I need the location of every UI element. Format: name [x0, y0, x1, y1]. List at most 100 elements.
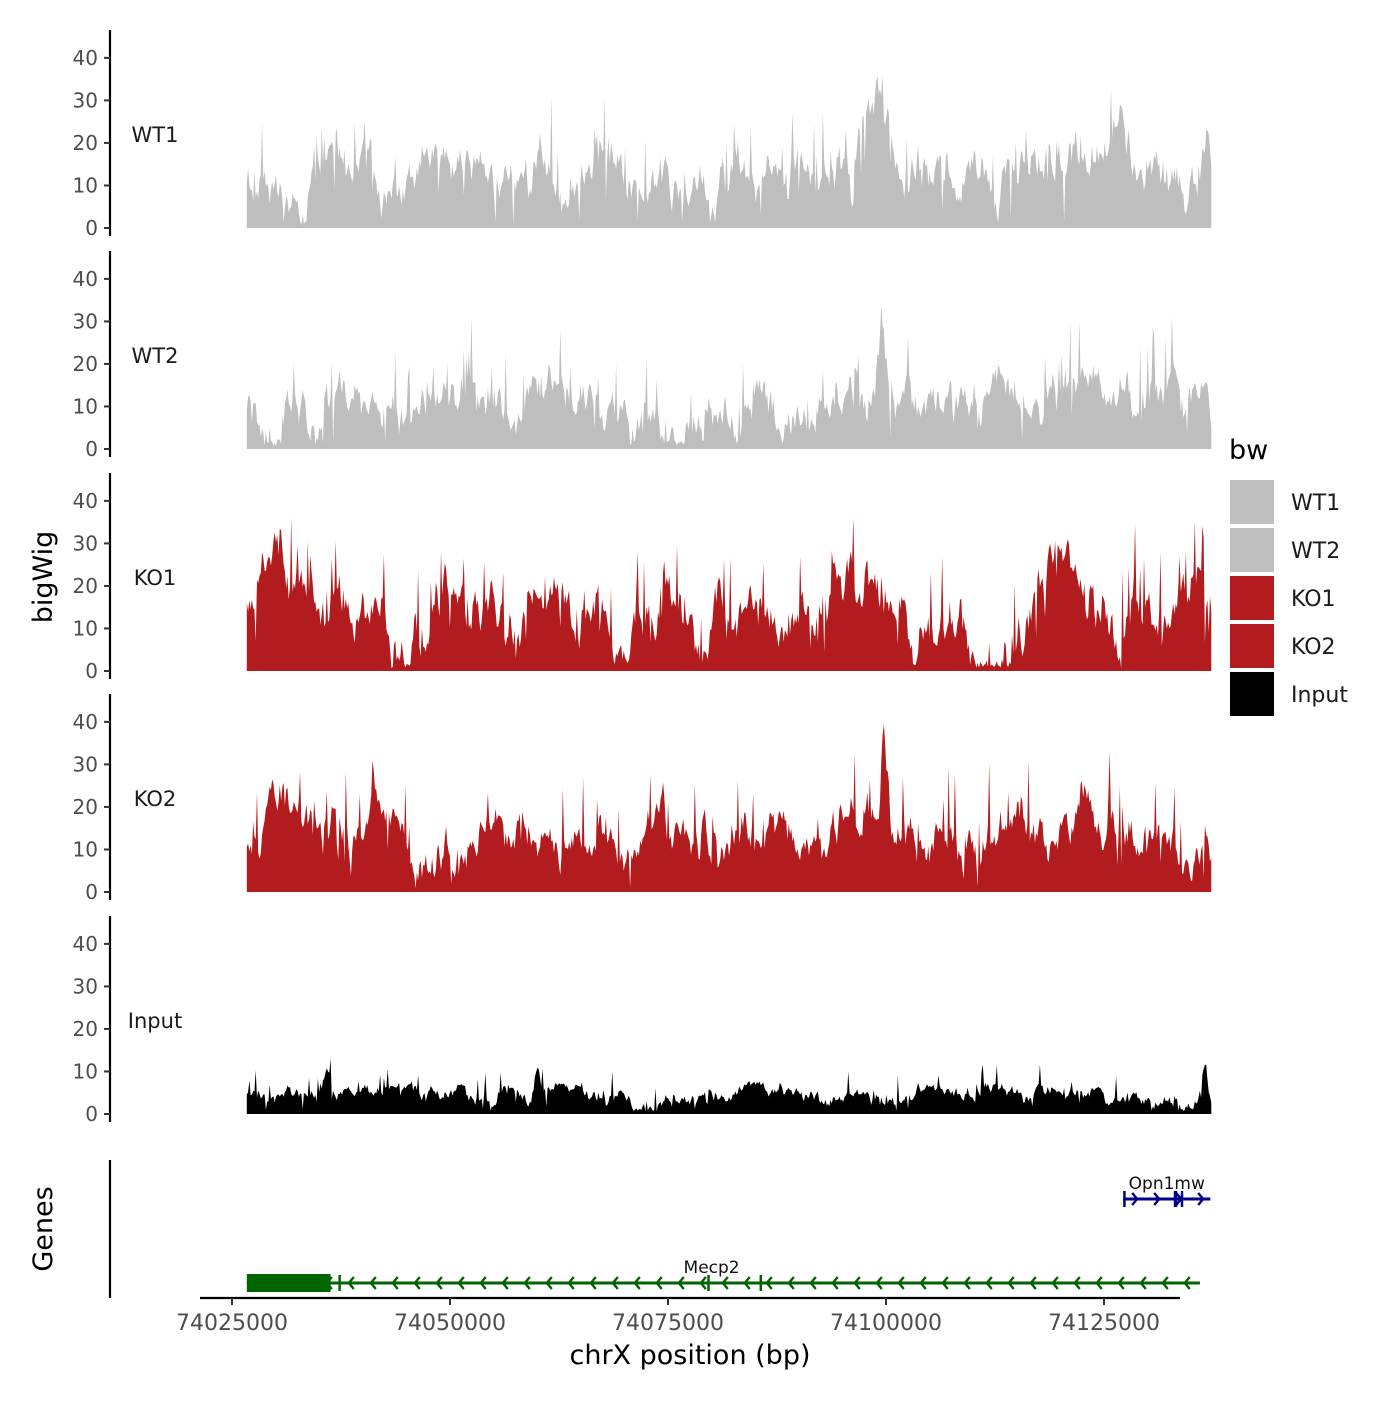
- strand-arrow: [1131, 1192, 1139, 1206]
- strand-arrow: [1007, 1276, 1015, 1290]
- strand-arrow: [545, 1276, 553, 1290]
- coverage-area-ko1: [246, 517, 1212, 671]
- strand-arrow: [369, 1276, 377, 1290]
- strand-arrow: [589, 1276, 597, 1290]
- track-label: KO2: [134, 787, 177, 811]
- strand-arrow: [391, 1276, 399, 1290]
- track-label: WT1: [132, 123, 179, 147]
- coverage-area-wt1: [246, 74, 1212, 228]
- gene-exon: [1180, 1191, 1184, 1207]
- strand-arrow: [1117, 1276, 1125, 1290]
- y-tick-label: 40: [73, 489, 98, 513]
- strand-arrow: [699, 1276, 707, 1290]
- y-tick-label: 0: [85, 1102, 98, 1126]
- y-tick-label: 30: [73, 974, 98, 998]
- strand-arrow: [1095, 1276, 1103, 1290]
- gene-exon: [338, 1275, 341, 1291]
- y-tick-label: 40: [73, 267, 98, 291]
- strand-arrow: [413, 1276, 421, 1290]
- y-tick-label: 10: [73, 837, 98, 861]
- legend-label: WT1: [1291, 491, 1340, 516]
- legend-swatch: [1230, 480, 1274, 524]
- track-panel-ko2: 0 10 20 30 40 KO2: [73, 694, 1212, 904]
- strand-arrow: [853, 1276, 861, 1290]
- strand-arrow: [897, 1276, 905, 1290]
- legend-swatch: [1230, 672, 1274, 716]
- x-axis-title: chrX position (bp): [569, 1340, 810, 1371]
- legend-title: bw: [1229, 435, 1268, 466]
- y-tick-label: 20: [73, 352, 98, 376]
- legend-entry-wt1: WT1: [1230, 480, 1340, 524]
- strand-arrow: [787, 1276, 795, 1290]
- legend-entry-input: Input: [1230, 672, 1348, 716]
- y-tick-label: 0: [85, 437, 98, 461]
- strand-arrow: [809, 1276, 817, 1290]
- strand-arrow: [765, 1276, 773, 1290]
- y-tick-label: 40: [73, 46, 98, 70]
- x-axis: 74025000 74050000 74075000 74100000 74125000: [176, 1296, 1180, 1336]
- track-panel-wt2: 0 10 20 30 40 WT2: [73, 251, 1212, 461]
- legend-label: Input: [1291, 683, 1348, 708]
- strand-arrow: [1139, 1276, 1147, 1290]
- gene-exon: [246, 1274, 331, 1292]
- y-axis-title: bigWig: [28, 531, 59, 624]
- legend-entry-wt2: WT2: [1230, 528, 1340, 572]
- strand-arrow: [985, 1276, 993, 1290]
- coverage-area-wt2: [246, 305, 1212, 449]
- gene-exon: [707, 1275, 710, 1291]
- y-tick-label: 10: [73, 1059, 98, 1083]
- genes-axis-title: Genes: [28, 1186, 59, 1271]
- genes-panel: Genes Mecp2 Opn1mw: [28, 1160, 1211, 1298]
- y-tick-label: 30: [73, 309, 98, 333]
- strand-arrow: [567, 1276, 575, 1290]
- strand-arrow: [941, 1276, 949, 1290]
- y-tick-label: 0: [85, 659, 98, 683]
- x-tick-label: 74125000: [1048, 1311, 1160, 1336]
- strand-arrow: [677, 1276, 685, 1290]
- strand-arrow: [721, 1276, 729, 1290]
- legend-label: WT2: [1291, 539, 1340, 564]
- legend-swatch: [1230, 528, 1274, 572]
- gene-name-label: Mecp2: [684, 1258, 740, 1278]
- track-panel-input: 0 10 20 30 40 Input: [73, 916, 1212, 1126]
- y-tick-label: 20: [73, 574, 98, 598]
- y-tick-label: 20: [73, 1017, 98, 1041]
- strand-arrow: [1197, 1192, 1205, 1206]
- coverage-area-input: [246, 1058, 1212, 1114]
- strand-arrow: [1161, 1276, 1169, 1290]
- strand-arrow: [1073, 1276, 1081, 1290]
- track-panel-ko1: 0 10 20 30 40 KO1: [73, 473, 1212, 683]
- x-tick-label: 74050000: [394, 1311, 506, 1336]
- x-tick-label: 74075000: [612, 1311, 724, 1336]
- strand-arrow: [633, 1276, 641, 1290]
- strand-arrow: [1051, 1276, 1059, 1290]
- legend-entry-ko2: KO2: [1230, 624, 1336, 668]
- gene-exon: [759, 1275, 763, 1291]
- strand-arrow: [435, 1276, 443, 1290]
- strand-arrow: [501, 1276, 509, 1290]
- strand-arrow: [347, 1276, 355, 1290]
- y-tick-label: 40: [73, 710, 98, 734]
- y-tick-label: 10: [73, 173, 98, 197]
- strand-arrow: [523, 1276, 531, 1290]
- strand-arrow: [743, 1276, 751, 1290]
- y-tick-label: 0: [85, 216, 98, 240]
- gene-opn1mw: Opn1mw: [1123, 1174, 1211, 1207]
- coverage-area-ko2: [246, 724, 1212, 892]
- y-tick-label: 30: [73, 752, 98, 776]
- strand-arrow: [1153, 1192, 1161, 1206]
- strand-arrow: [919, 1276, 927, 1290]
- gene-name-label: Opn1mw: [1129, 1174, 1205, 1194]
- strand-arrow: [611, 1276, 619, 1290]
- strand-arrow: [655, 1276, 663, 1290]
- y-tick-label: 20: [73, 795, 98, 819]
- gene-exon: [1173, 1191, 1178, 1207]
- x-tick-label: 74025000: [176, 1311, 288, 1336]
- legend-entry-ko1: KO1: [1230, 576, 1336, 620]
- legend-label: KO2: [1291, 635, 1336, 660]
- y-tick-label: 0: [85, 880, 98, 904]
- strand-arrow: [875, 1276, 883, 1290]
- y-tick-label: 10: [73, 394, 98, 418]
